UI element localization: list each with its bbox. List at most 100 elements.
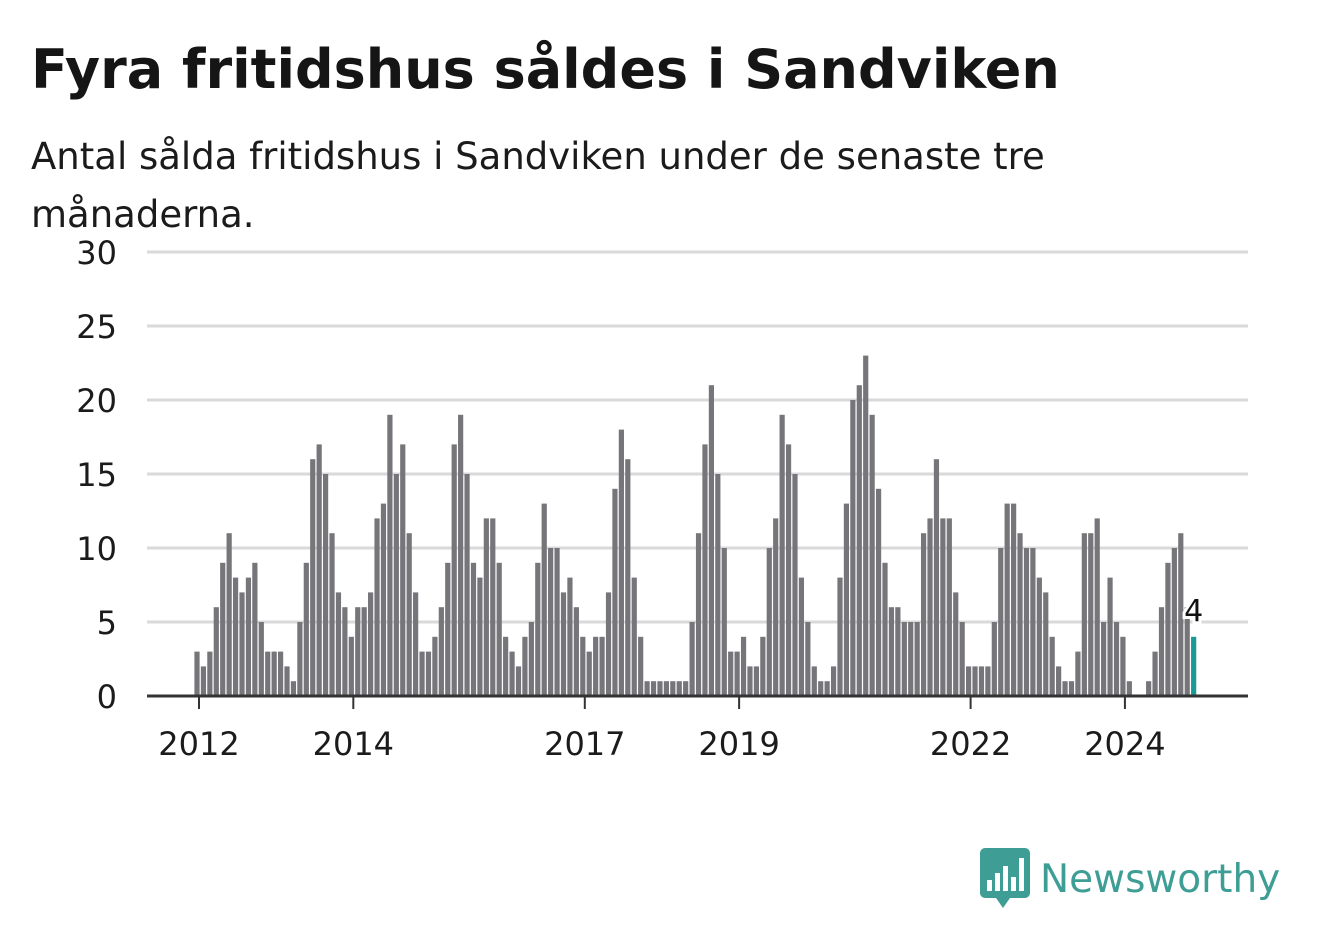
bar bbox=[213, 607, 219, 696]
bar bbox=[329, 533, 335, 696]
bar bbox=[1094, 518, 1100, 696]
bar bbox=[1011, 503, 1017, 696]
bar bbox=[1043, 592, 1049, 696]
y-tick-label: 20 bbox=[76, 382, 117, 420]
bar bbox=[522, 636, 528, 696]
bar bbox=[676, 681, 682, 696]
bar bbox=[232, 577, 239, 696]
latest-value-label: 4 bbox=[1184, 594, 1203, 629]
bar bbox=[425, 651, 432, 696]
bar bbox=[265, 651, 271, 696]
bar bbox=[1017, 533, 1023, 696]
bar bbox=[747, 666, 753, 696]
bar bbox=[863, 355, 869, 696]
bar bbox=[998, 548, 1004, 696]
bar bbox=[785, 444, 792, 696]
bar bbox=[271, 651, 277, 696]
bar bbox=[1036, 577, 1042, 696]
bar bbox=[303, 562, 309, 696]
bar bbox=[805, 622, 811, 696]
y-tick-label: 25 bbox=[76, 308, 117, 346]
bar bbox=[1146, 681, 1152, 696]
bar bbox=[618, 429, 624, 696]
bar bbox=[477, 577, 483, 696]
bar bbox=[888, 607, 895, 696]
bar bbox=[464, 474, 470, 696]
bar bbox=[856, 385, 862, 696]
bar bbox=[850, 400, 856, 696]
bar bbox=[1068, 681, 1075, 696]
chart-subtitle: Antal sålda fritidshus i Sandviken under… bbox=[31, 135, 1045, 236]
bar bbox=[316, 444, 322, 696]
bar-chart-speech-bubble-icon bbox=[980, 848, 1030, 908]
brand-logo: Newsworthy bbox=[980, 848, 1280, 910]
bar bbox=[811, 666, 817, 696]
bar bbox=[580, 636, 586, 696]
bar bbox=[927, 518, 933, 696]
bar bbox=[1004, 503, 1010, 696]
x-tick-label: 2012 bbox=[158, 725, 239, 763]
bars bbox=[194, 355, 1197, 696]
bar bbox=[483, 518, 489, 696]
bar bbox=[1081, 533, 1087, 696]
bar bbox=[573, 607, 579, 696]
bar bbox=[432, 636, 438, 696]
bar bbox=[631, 577, 637, 696]
bar bbox=[721, 548, 727, 696]
bar bbox=[458, 414, 464, 696]
bar bbox=[554, 548, 560, 696]
bar bbox=[837, 577, 843, 696]
bar bbox=[920, 533, 927, 696]
bar bbox=[689, 622, 695, 696]
bar bbox=[824, 681, 830, 696]
bar bbox=[657, 681, 663, 696]
bar bbox=[297, 622, 303, 696]
bar bbox=[1056, 666, 1062, 696]
bar bbox=[895, 607, 901, 696]
x-axis bbox=[147, 694, 1248, 709]
bar bbox=[451, 444, 457, 696]
bar bbox=[946, 518, 952, 696]
bar bbox=[419, 651, 425, 696]
x-tick-label: 2017 bbox=[544, 725, 625, 763]
bar bbox=[393, 474, 399, 696]
bar bbox=[567, 577, 573, 696]
bar bbox=[1171, 548, 1177, 696]
bar bbox=[734, 651, 740, 696]
bar bbox=[792, 474, 798, 696]
x-tick-label: 2014 bbox=[313, 725, 394, 763]
bar bbox=[252, 562, 258, 696]
bar bbox=[773, 518, 779, 696]
bar bbox=[258, 622, 264, 696]
bar bbox=[1088, 533, 1094, 696]
brand-name: Newsworthy bbox=[1040, 856, 1281, 902]
x-tick-label: 2022 bbox=[930, 725, 1011, 763]
bar bbox=[361, 607, 367, 696]
bar bbox=[348, 636, 354, 696]
bar bbox=[1030, 548, 1036, 696]
bar bbox=[1165, 562, 1171, 696]
bar bbox=[959, 622, 965, 696]
bar bbox=[798, 577, 805, 696]
bar bbox=[1184, 607, 1190, 696]
bar bbox=[1113, 622, 1120, 696]
y-tick-label: 0 bbox=[97, 678, 117, 716]
bar bbox=[548, 548, 554, 696]
bar bbox=[1152, 651, 1158, 696]
bar bbox=[695, 533, 702, 696]
bar bbox=[966, 666, 972, 696]
bar bbox=[753, 666, 760, 696]
bar bbox=[1075, 651, 1081, 696]
bar bbox=[843, 503, 850, 696]
bar bbox=[766, 548, 772, 696]
bar bbox=[978, 666, 985, 696]
bar bbox=[1023, 548, 1030, 696]
bar bbox=[413, 592, 419, 696]
chart-title: Fyra fritidshus såldes i Sandviken bbox=[31, 38, 1060, 101]
bar bbox=[1178, 533, 1184, 696]
y-axis-labels: 0 5 10 15 20 25 30 bbox=[76, 234, 117, 716]
bar bbox=[470, 562, 477, 696]
bar bbox=[380, 503, 387, 696]
bar bbox=[400, 444, 406, 696]
